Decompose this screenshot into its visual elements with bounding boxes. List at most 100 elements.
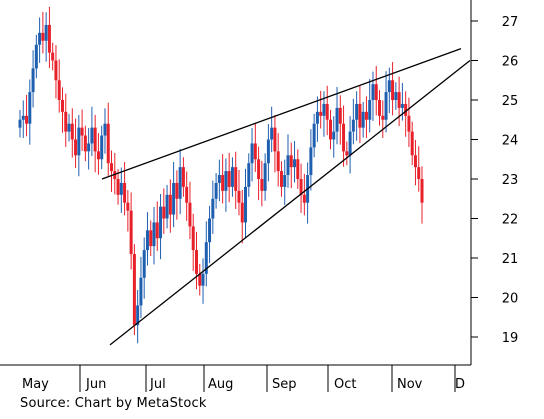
candle (286, 134, 290, 188)
candle (289, 142, 293, 189)
candle (168, 179, 172, 233)
candle (283, 159, 287, 206)
candle-body (361, 111, 365, 128)
candle-body (172, 182, 176, 215)
candle (253, 122, 257, 172)
candle (25, 94, 29, 137)
candle-body (77, 127, 81, 156)
candle-body (87, 143, 91, 152)
candle (413, 139, 417, 186)
candle-body (266, 139, 270, 164)
candle (224, 158, 228, 212)
candle-body (51, 52, 55, 61)
candle (270, 106, 274, 153)
candle-body (211, 198, 215, 219)
candle-body (155, 222, 159, 239)
candle (106, 102, 110, 176)
candle-body (253, 143, 257, 160)
candle (175, 170, 179, 220)
candle-body (407, 115, 411, 132)
candle (74, 118, 78, 168)
candle (263, 153, 267, 201)
candle (381, 100, 385, 138)
candle-body (335, 107, 339, 132)
candle (315, 96, 319, 142)
candle-body (34, 44, 38, 69)
candle (47, 6, 51, 69)
candle-body (302, 194, 306, 203)
candle-body (142, 250, 146, 278)
candle-body (152, 222, 156, 247)
candle-body (224, 171, 228, 191)
candle (384, 71, 388, 133)
candle (70, 108, 74, 158)
candle-body (263, 163, 267, 191)
candle-body (400, 103, 404, 108)
price-tick-label: 23 (502, 173, 519, 188)
candle (302, 173, 306, 216)
candle-body (368, 100, 372, 120)
candle (358, 85, 362, 144)
candle (116, 169, 120, 205)
candle (77, 115, 81, 177)
candle-body (178, 167, 182, 199)
candle (312, 113, 316, 158)
candle-body (188, 202, 192, 227)
candle (227, 152, 231, 203)
candle-body (293, 159, 297, 168)
candle-body (394, 92, 398, 100)
candle-body (312, 123, 316, 148)
candle-body (417, 167, 421, 179)
candle (103, 108, 107, 154)
candle-body (145, 230, 149, 251)
candle-body (384, 92, 388, 120)
price-tick-label: 20 (502, 292, 519, 307)
candle (60, 87, 64, 133)
candle-body (204, 242, 208, 274)
candle (34, 34, 38, 79)
candle (240, 190, 244, 244)
candle-body (162, 206, 166, 219)
candle-body (129, 210, 133, 255)
candle-body (332, 131, 336, 140)
candle (41, 11, 45, 54)
candle-body (175, 182, 179, 199)
candle-body (283, 175, 287, 187)
candle (172, 162, 176, 228)
candle (211, 180, 215, 234)
candle-body (123, 182, 127, 203)
candle-body (387, 80, 391, 93)
candle (345, 141, 349, 166)
candle (404, 91, 408, 137)
candle-body (404, 103, 408, 116)
candle-body (420, 179, 424, 203)
candle (325, 85, 329, 136)
candle (165, 184, 169, 229)
candle (391, 62, 395, 116)
candle-body (328, 119, 332, 140)
candle (191, 213, 195, 272)
candle (51, 42, 55, 71)
candle (394, 82, 398, 110)
candle (185, 171, 189, 221)
candle-body (159, 206, 163, 239)
candle-body (250, 143, 254, 164)
candle-body (227, 171, 231, 187)
candle-body (374, 84, 378, 100)
candle-body (126, 202, 130, 211)
candle (407, 97, 411, 148)
candle (276, 133, 280, 187)
month-label: Sep (272, 377, 297, 392)
candle-body (214, 182, 218, 199)
candle-body (80, 127, 84, 136)
candle (355, 91, 359, 141)
candle-body (319, 111, 323, 116)
candle (260, 160, 264, 207)
candle (28, 79, 32, 145)
candle-body (348, 131, 352, 156)
candle-body (116, 179, 120, 195)
candle (361, 101, 365, 138)
candle (201, 258, 205, 304)
candle-body (110, 163, 114, 172)
